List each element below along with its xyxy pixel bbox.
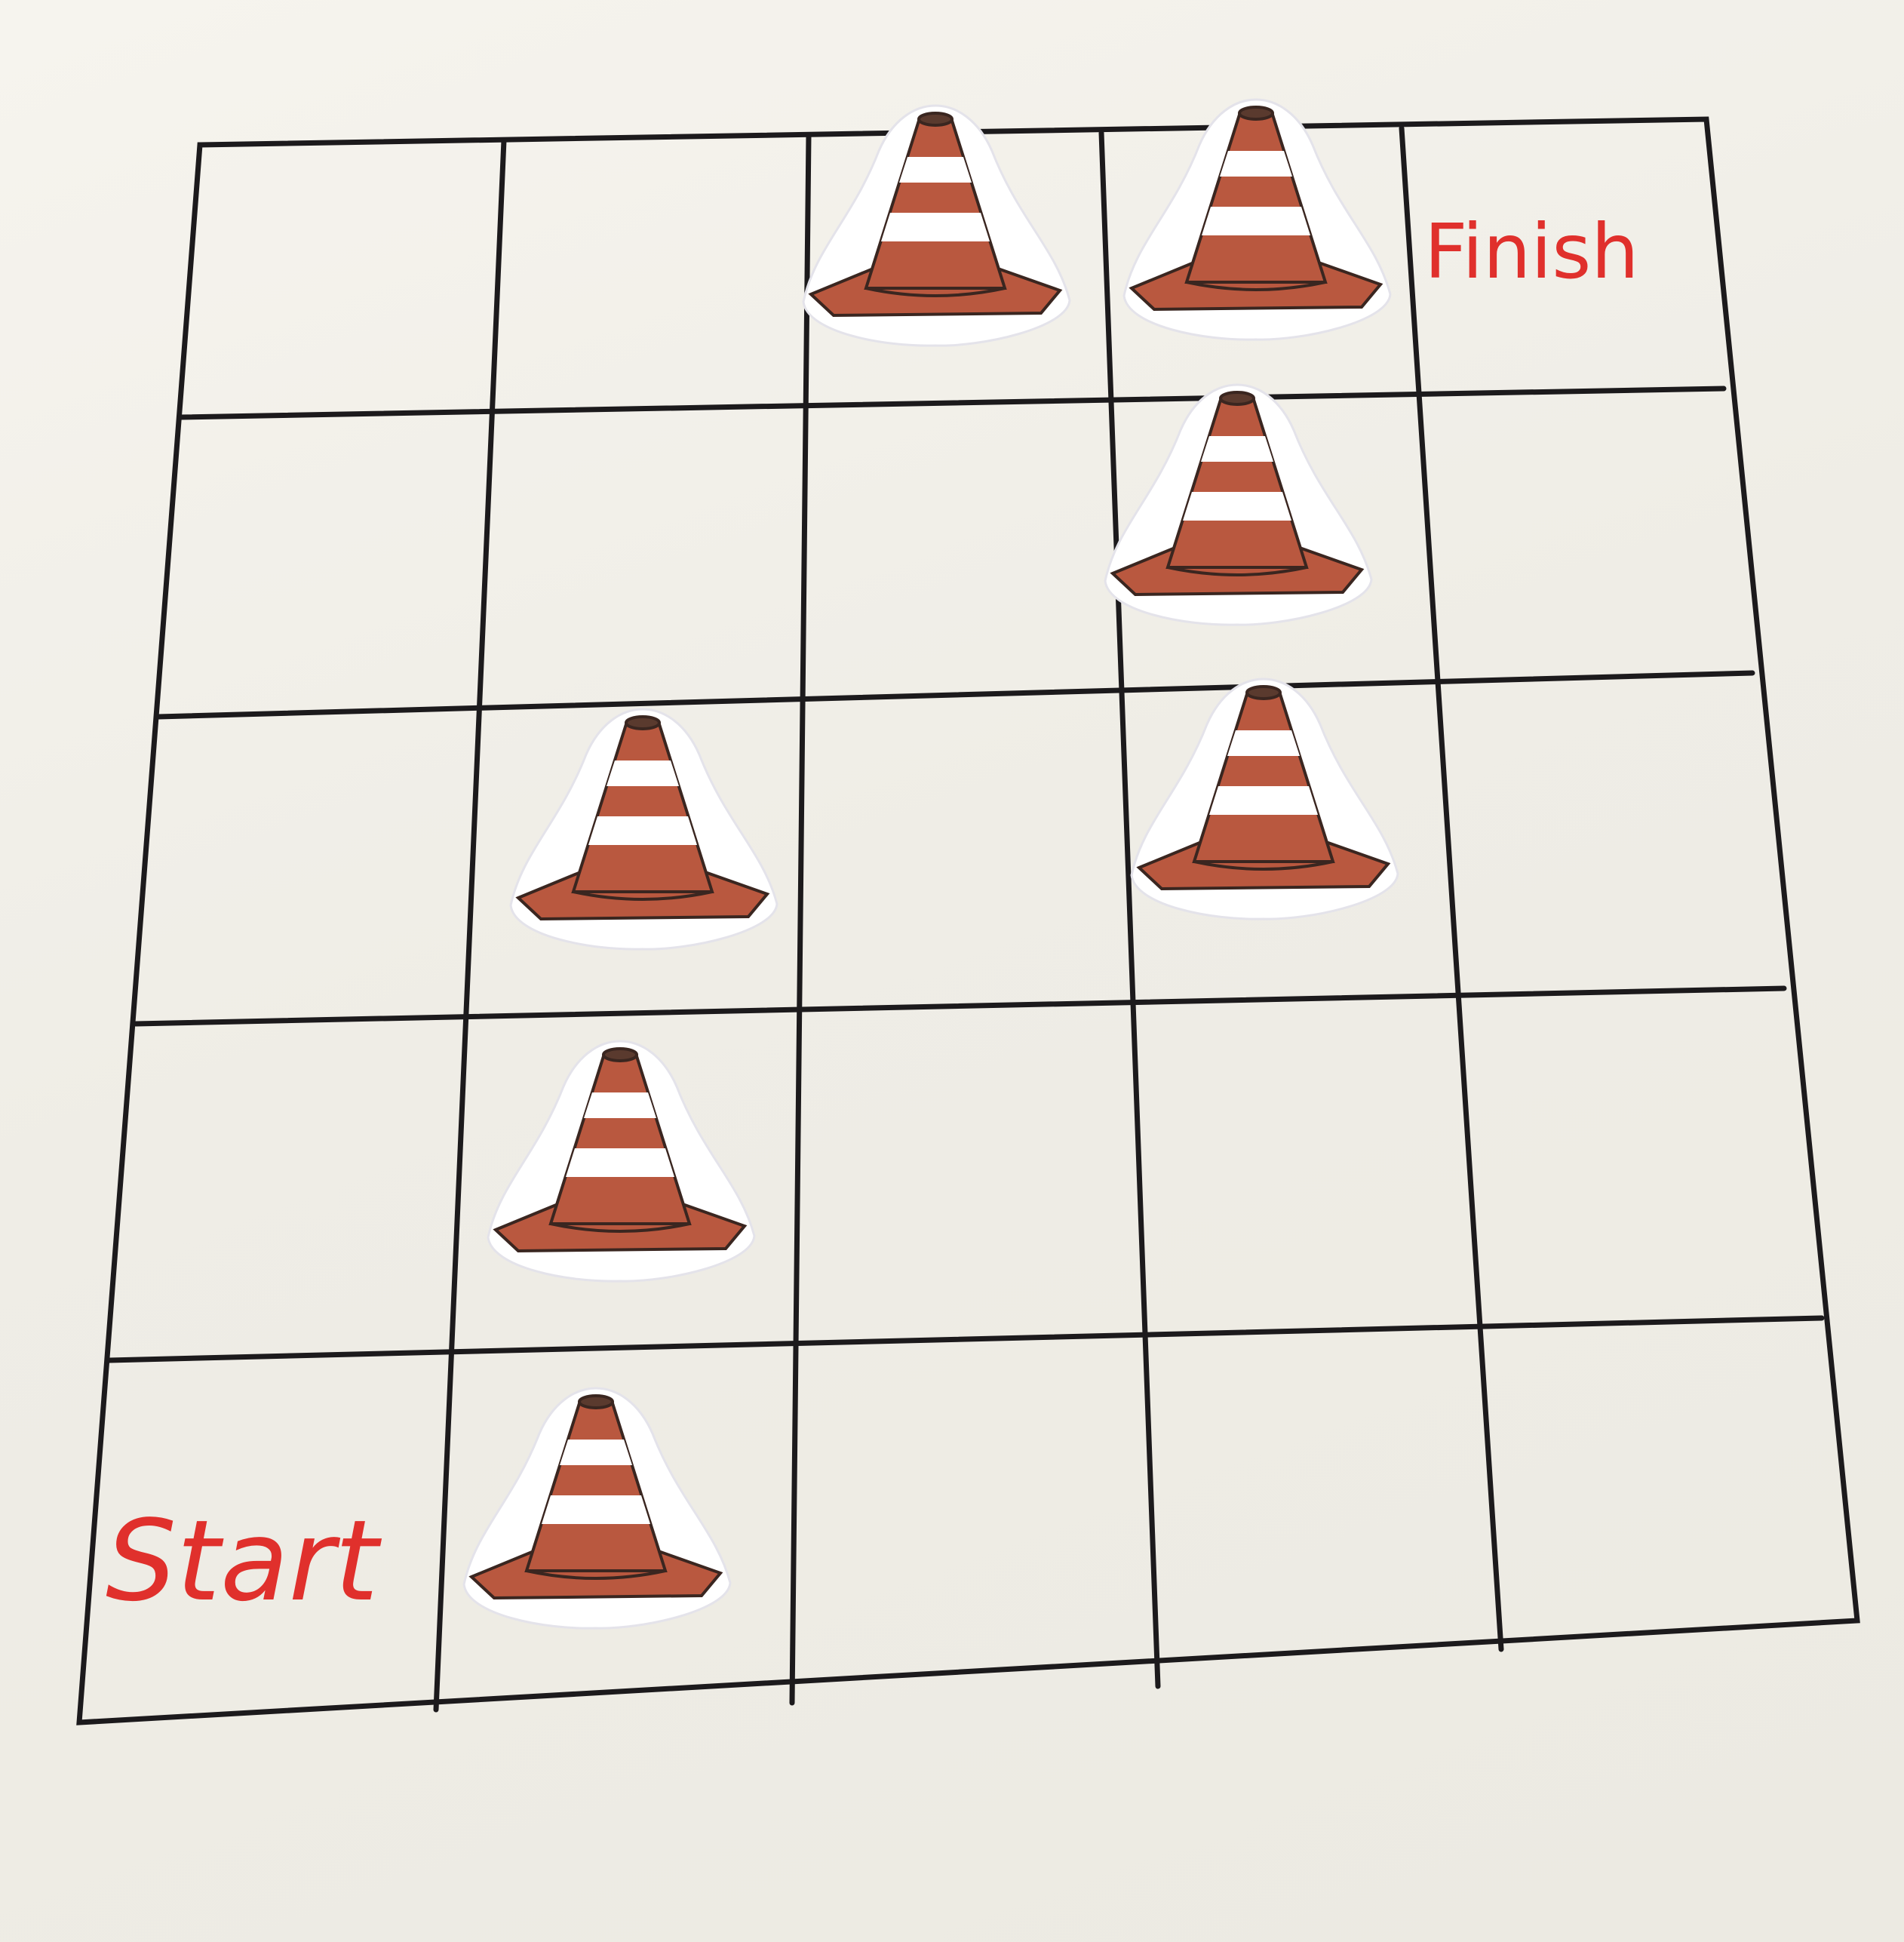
grid-horizontal-line-4 (106, 1315, 1825, 1363)
traffic-cone-icon (1122, 98, 1392, 342)
grid-vertical-line-2 (789, 133, 812, 1706)
grid-horizontal-line-1 (178, 386, 1727, 420)
traffic-cone-icon (802, 104, 1071, 348)
grid-horizontal-line-3 (133, 985, 1787, 1027)
traffic-cone-icon (462, 1387, 732, 1630)
traffic-cone-icon (509, 708, 778, 951)
traffic-cone-icon (1130, 678, 1399, 921)
grid-horizontal-line-2 (155, 670, 1755, 720)
grid-vertical-line-3 (1098, 130, 1161, 1689)
traffic-cone-icon (487, 1040, 756, 1283)
board-outer-border (76, 116, 1860, 1725)
grid-vertical-line-4 (1399, 125, 1504, 1652)
traffic-cone-icon (1104, 383, 1373, 627)
finish-label: Finish (1424, 207, 1639, 296)
start-label: Start (106, 1496, 382, 1626)
grid-lines (76, 116, 1860, 1725)
grid-vertical-line-1 (433, 137, 507, 1713)
